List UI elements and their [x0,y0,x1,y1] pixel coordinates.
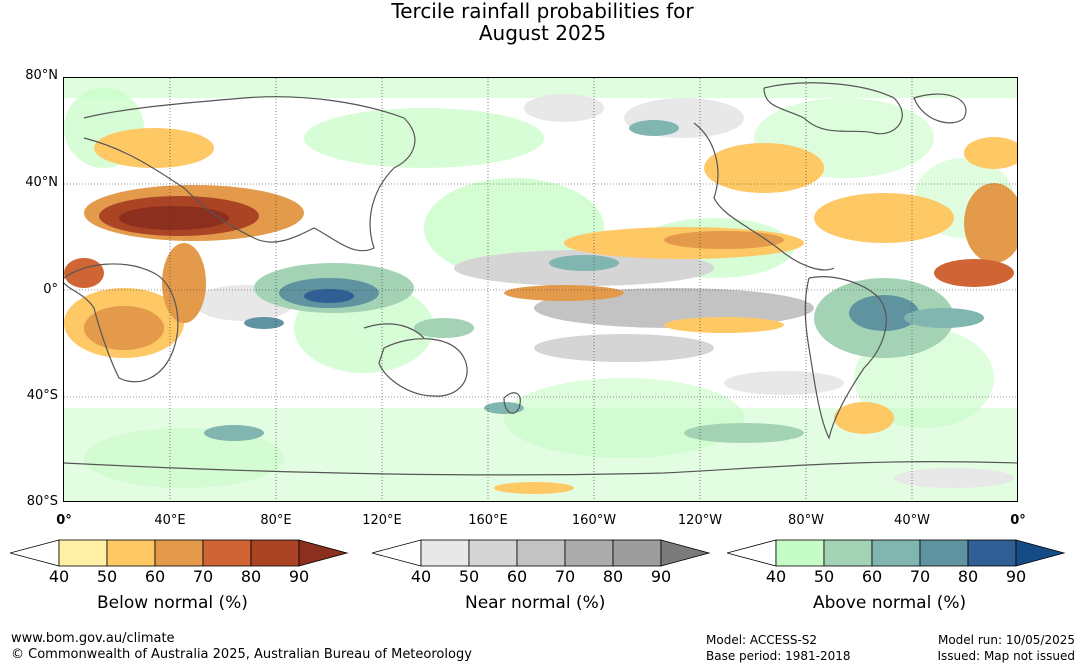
below-normal-patches [64,128,1017,494]
colorbar-segment [775,539,825,567]
footer-model-info: Model: ACCESS-S2 Base period: 1981-2018 [706,632,851,664]
lon-label-120e: 120°E [362,513,402,528]
legend-tick: 80 [240,567,262,586]
colorbar-segment [919,539,969,567]
footer-run-info: Model run: 10/05/2025 Issued: Map not is… [937,632,1075,664]
title-line-1: Tercile rainfall probabilities for [391,0,694,23]
colorbar-segment [468,539,518,567]
colorbar-segment [564,539,614,567]
legend-tick: 80 [602,567,624,586]
footer-issued: Issued: Map not issued [937,649,1075,663]
lon-label-40w: 40°W [894,513,930,528]
colorbar-below [10,539,349,567]
colorbar-arrow-high [298,539,349,567]
lon-label-0-left: 0° [56,513,72,528]
legend-tick: 40 [765,567,787,586]
colorbar-near [372,539,711,567]
colorbar-above [727,539,1066,567]
colorbar-segment [106,539,156,567]
lon-label-160w: 160°W [571,513,617,528]
legend-tick: 50 [96,567,118,586]
colorbar-arrow-high [1015,539,1066,567]
footer-copyright: © Commonwealth of Australia 2025, Austra… [11,647,472,662]
legend-tick: 40 [410,567,432,586]
lon-label-120w: 120°W [677,513,723,528]
colorbar-segment [250,539,300,567]
colorbar-arrow-low [10,539,60,567]
lon-label-80w: 80°W [788,513,824,528]
lon-label-80e: 80°E [260,513,292,528]
map-canvas [64,78,1017,501]
colorbar-segment [420,539,470,567]
colorbar-arrow-low [727,539,777,567]
lat-label-80n: 80°N [25,68,58,83]
lat-label-40n: 40°N [25,175,58,190]
legend-tick: 70 [909,567,931,586]
legend-tick: 60 [144,567,166,586]
colorbar-segment [823,539,873,567]
legend-tick: 60 [506,567,528,586]
lat-label-40s: 40°S [26,388,58,403]
legend-tick: 50 [458,567,480,586]
legend-caption-below: Below normal (%) [97,593,248,613]
graticule [64,78,1017,501]
title-line-2: August 2025 [478,21,607,45]
footer-base-period: Base period: 1981-2018 [706,649,851,663]
coastlines [64,82,1017,476]
colorbar-segment [516,539,566,567]
lon-label-160e: 160°E [468,513,508,528]
legend-tick: 90 [288,567,310,586]
colorbar-segment [154,539,204,567]
map-title: Tercile rainfall probabilities for Augus… [0,0,1085,44]
legend-near-normal: 40 50 60 70 80 90 Near normal (%) [372,538,712,623]
colorbar-segment [58,539,108,567]
footer-url: www.bom.gov.au/climate [11,631,175,646]
legend-tick: 70 [554,567,576,586]
legend-tick: 90 [650,567,672,586]
lat-label-80s: 80°S [26,494,58,509]
legend-caption-above: Above normal (%) [813,593,967,613]
legend-tick: 90 [1005,567,1027,586]
legend-tick: 70 [192,567,214,586]
footer-model-run: Model run: 10/05/2025 [937,633,1075,647]
legend-below-normal: 40 50 60 70 80 90 Below normal (%) [10,538,350,623]
above-normal-strong-patches [204,120,984,443]
footer-model: Model: ACCESS-S2 [706,633,818,647]
above-normal-background-patches [64,78,1017,501]
footer-left: www.bom.gov.au/climate © Commonwealth of… [11,631,472,663]
colorbar-arrow-low [372,539,422,567]
legend-tick: 40 [48,567,70,586]
lon-label-40e: 40°E [154,513,186,528]
colorbar-segment [612,539,662,567]
legend-caption-near: Near normal (%) [465,593,606,613]
colorbar-arrow-high [660,539,711,567]
legend-tick: 50 [813,567,835,586]
legend-tick: 80 [957,567,979,586]
legend-tick: 60 [861,567,883,586]
colorbar-segment [967,539,1017,567]
lon-label-0-right: 0° [1010,513,1026,528]
lat-label-equator: 0° [43,282,58,297]
rainfall-probability-map [63,77,1018,502]
colorbar-segment [871,539,921,567]
legend-above-normal: 40 50 60 70 80 90 Above normal (%) [727,538,1067,623]
colorbar-segment [202,539,252,567]
